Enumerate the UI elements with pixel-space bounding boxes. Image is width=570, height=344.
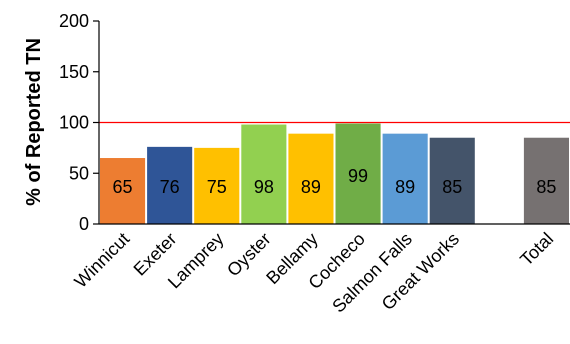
bar-value-label-1: 76 bbox=[160, 177, 180, 197]
bar-9 bbox=[523, 137, 569, 224]
bar-0 bbox=[100, 158, 146, 224]
bar-value-label-3: 98 bbox=[254, 177, 274, 197]
y-tick-label-2: 100 bbox=[59, 113, 89, 133]
bar-value-label-9: 85 bbox=[536, 177, 556, 197]
bar-1 bbox=[147, 146, 193, 224]
x-category-label-9: Total bbox=[516, 229, 557, 270]
y-tick-label-0: 0 bbox=[79, 214, 89, 234]
bar-value-label-4: 89 bbox=[301, 177, 321, 197]
bar-value-label-2: 75 bbox=[207, 177, 227, 197]
y-axis-label: % of Reported TN bbox=[23, 38, 45, 206]
bar-value-label-6: 89 bbox=[395, 177, 415, 197]
bar-7 bbox=[429, 137, 475, 224]
bar-5 bbox=[335, 123, 381, 224]
bar-value-label-7: 85 bbox=[442, 177, 462, 197]
bar-4 bbox=[288, 133, 334, 224]
x-category-label-0: Winnicut bbox=[70, 229, 133, 292]
bar-6 bbox=[382, 133, 428, 224]
y-tick-label-4: 200 bbox=[59, 11, 89, 31]
y-tick-label-1: 50 bbox=[69, 163, 89, 183]
bar-value-label-0: 65 bbox=[113, 177, 133, 197]
bar-2 bbox=[194, 147, 240, 224]
y-tick-label-3: 150 bbox=[59, 62, 89, 82]
bar-3 bbox=[241, 124, 287, 224]
bar-value-label-5: 99 bbox=[348, 166, 368, 186]
